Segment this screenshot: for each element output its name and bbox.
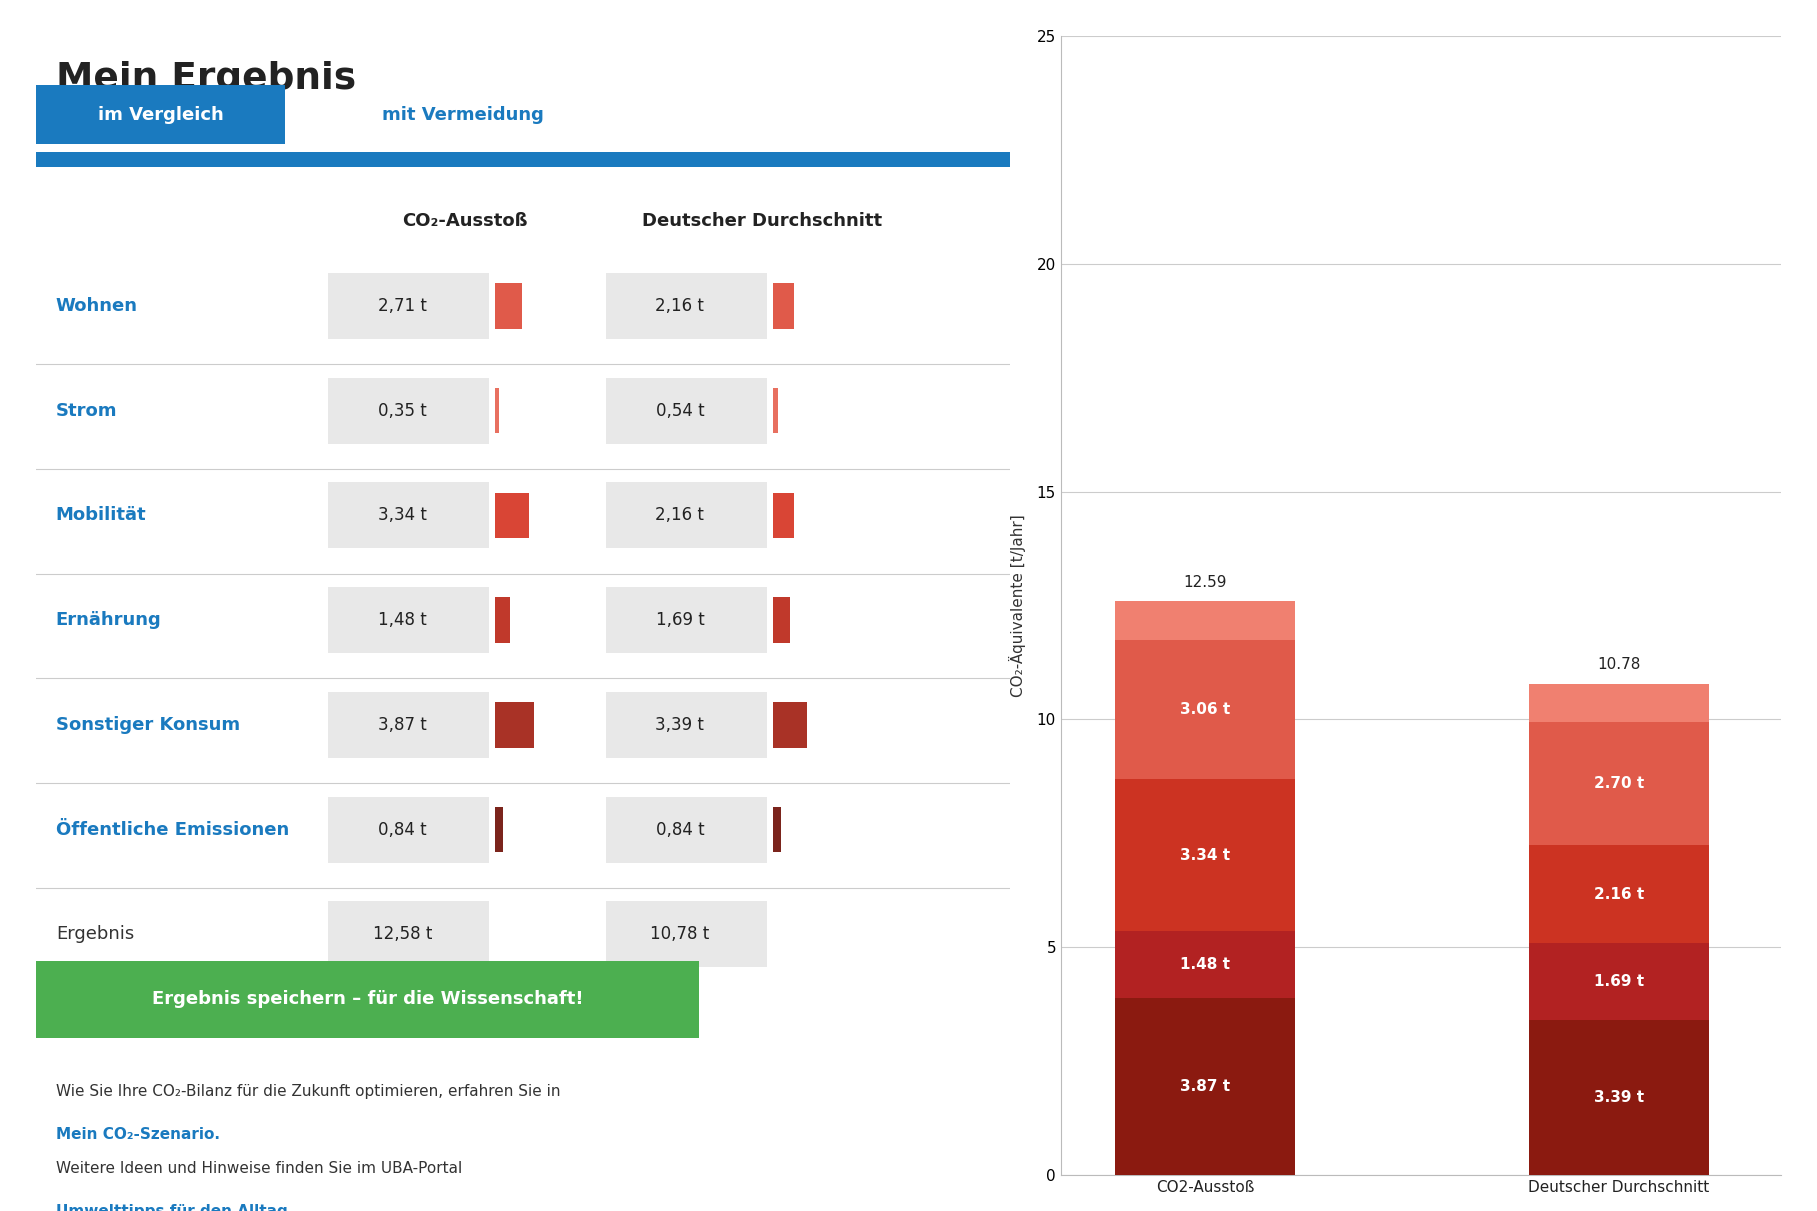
- Bar: [1116, 639, 1296, 779]
- Text: Ergebnis: Ergebnis: [56, 925, 134, 943]
- Text: Öffentliche Emissionen: Öffentliche Emissionen: [56, 821, 289, 838]
- Text: 2,71 t: 2,71 t: [378, 297, 427, 315]
- FancyBboxPatch shape: [329, 691, 489, 758]
- Bar: [1528, 845, 1708, 943]
- Bar: [1116, 779, 1296, 931]
- Text: 3.34 t: 3.34 t: [1179, 848, 1230, 862]
- FancyBboxPatch shape: [772, 493, 794, 538]
- Text: 2,16 t: 2,16 t: [656, 297, 705, 315]
- Text: Deutscher Durchschnitt: Deutscher Durchschnitt: [641, 212, 881, 230]
- Bar: [1116, 998, 1296, 1175]
- FancyBboxPatch shape: [772, 388, 778, 434]
- Bar: [1528, 684, 1708, 722]
- Text: 12.59: 12.59: [1183, 575, 1226, 590]
- Text: Mein Ergebnis: Mein Ergebnis: [56, 62, 356, 97]
- Y-axis label: CO₂-Äquivalente [t/Jahr]: CO₂-Äquivalente [t/Jahr]: [1008, 515, 1025, 696]
- FancyBboxPatch shape: [494, 388, 498, 434]
- Text: 1,69 t: 1,69 t: [656, 612, 705, 629]
- Text: 2.16 t: 2.16 t: [1594, 886, 1644, 902]
- Text: Weitere Ideen und Hinweise finden Sie im UBA-Portal: Weitere Ideen und Hinweise finden Sie im…: [56, 1161, 467, 1176]
- Text: 3.87 t: 3.87 t: [1179, 1079, 1230, 1094]
- Text: 10.78: 10.78: [1597, 658, 1641, 672]
- Text: im Vergleich: im Vergleich: [98, 105, 223, 124]
- FancyBboxPatch shape: [607, 901, 767, 968]
- Text: 1.69 t: 1.69 t: [1594, 975, 1644, 989]
- FancyBboxPatch shape: [772, 597, 790, 643]
- Text: 3.06 t: 3.06 t: [1179, 702, 1230, 717]
- Text: 3,39 t: 3,39 t: [656, 716, 705, 734]
- Bar: [1116, 602, 1296, 639]
- FancyBboxPatch shape: [329, 587, 489, 653]
- Text: 10,78 t: 10,78 t: [650, 925, 709, 943]
- Text: Strom: Strom: [56, 402, 118, 420]
- FancyBboxPatch shape: [494, 493, 529, 538]
- FancyBboxPatch shape: [772, 283, 794, 328]
- FancyBboxPatch shape: [607, 482, 767, 549]
- Text: 12,58 t: 12,58 t: [372, 925, 432, 943]
- Text: 0,54 t: 0,54 t: [656, 402, 705, 420]
- FancyBboxPatch shape: [329, 797, 489, 862]
- FancyBboxPatch shape: [36, 85, 285, 144]
- Text: 0,84 t: 0,84 t: [656, 821, 705, 838]
- Text: 3,34 t: 3,34 t: [378, 506, 427, 524]
- FancyBboxPatch shape: [607, 797, 767, 862]
- FancyBboxPatch shape: [329, 482, 489, 549]
- Text: Wie Sie Ihre CO₂-Bilanz für die Zukunft optimieren, erfahren Sie in: Wie Sie Ihre CO₂-Bilanz für die Zukunft …: [56, 1084, 565, 1098]
- Bar: [1528, 1021, 1708, 1175]
- Text: 0,35 t: 0,35 t: [378, 402, 427, 420]
- Text: 0,84 t: 0,84 t: [378, 821, 427, 838]
- FancyBboxPatch shape: [494, 807, 503, 853]
- Text: CO₂-Ausstoß: CO₂-Ausstoß: [402, 212, 527, 230]
- FancyBboxPatch shape: [36, 153, 1030, 167]
- FancyBboxPatch shape: [329, 378, 489, 443]
- FancyBboxPatch shape: [772, 702, 807, 747]
- Text: Sonstiger Konsum: Sonstiger Konsum: [56, 716, 240, 734]
- Text: 1.48 t: 1.48 t: [1179, 957, 1230, 972]
- Text: mit Vermeidung: mit Vermeidung: [382, 105, 543, 124]
- Text: 2.70 t: 2.70 t: [1594, 776, 1644, 791]
- Text: Umwelttipps für den Alltag.: Umwelttipps für den Alltag.: [56, 1204, 293, 1211]
- FancyBboxPatch shape: [329, 272, 489, 339]
- Text: Ergebnis speichern – für die Wissenschaft!: Ergebnis speichern – für die Wissenschaf…: [151, 991, 583, 1009]
- FancyBboxPatch shape: [772, 807, 781, 853]
- Text: 3.39 t: 3.39 t: [1594, 1090, 1644, 1104]
- Text: Mein CO₂-Szenario.: Mein CO₂-Szenario.: [56, 1127, 220, 1142]
- FancyBboxPatch shape: [494, 597, 511, 643]
- Text: 1,48 t: 1,48 t: [378, 612, 427, 629]
- Text: 3,87 t: 3,87 t: [378, 716, 427, 734]
- FancyBboxPatch shape: [494, 702, 534, 747]
- FancyBboxPatch shape: [607, 691, 767, 758]
- FancyBboxPatch shape: [607, 587, 767, 653]
- Bar: [1528, 722, 1708, 845]
- Text: Mobilität: Mobilität: [56, 506, 147, 524]
- Text: Ernährung: Ernährung: [56, 612, 162, 629]
- Bar: [1528, 943, 1708, 1021]
- Bar: [1116, 931, 1296, 998]
- FancyBboxPatch shape: [329, 901, 489, 968]
- FancyBboxPatch shape: [36, 960, 698, 1038]
- FancyBboxPatch shape: [607, 272, 767, 339]
- Text: 2,16 t: 2,16 t: [656, 506, 705, 524]
- FancyBboxPatch shape: [494, 283, 523, 328]
- Text: Wohnen: Wohnen: [56, 297, 138, 315]
- FancyBboxPatch shape: [607, 378, 767, 443]
